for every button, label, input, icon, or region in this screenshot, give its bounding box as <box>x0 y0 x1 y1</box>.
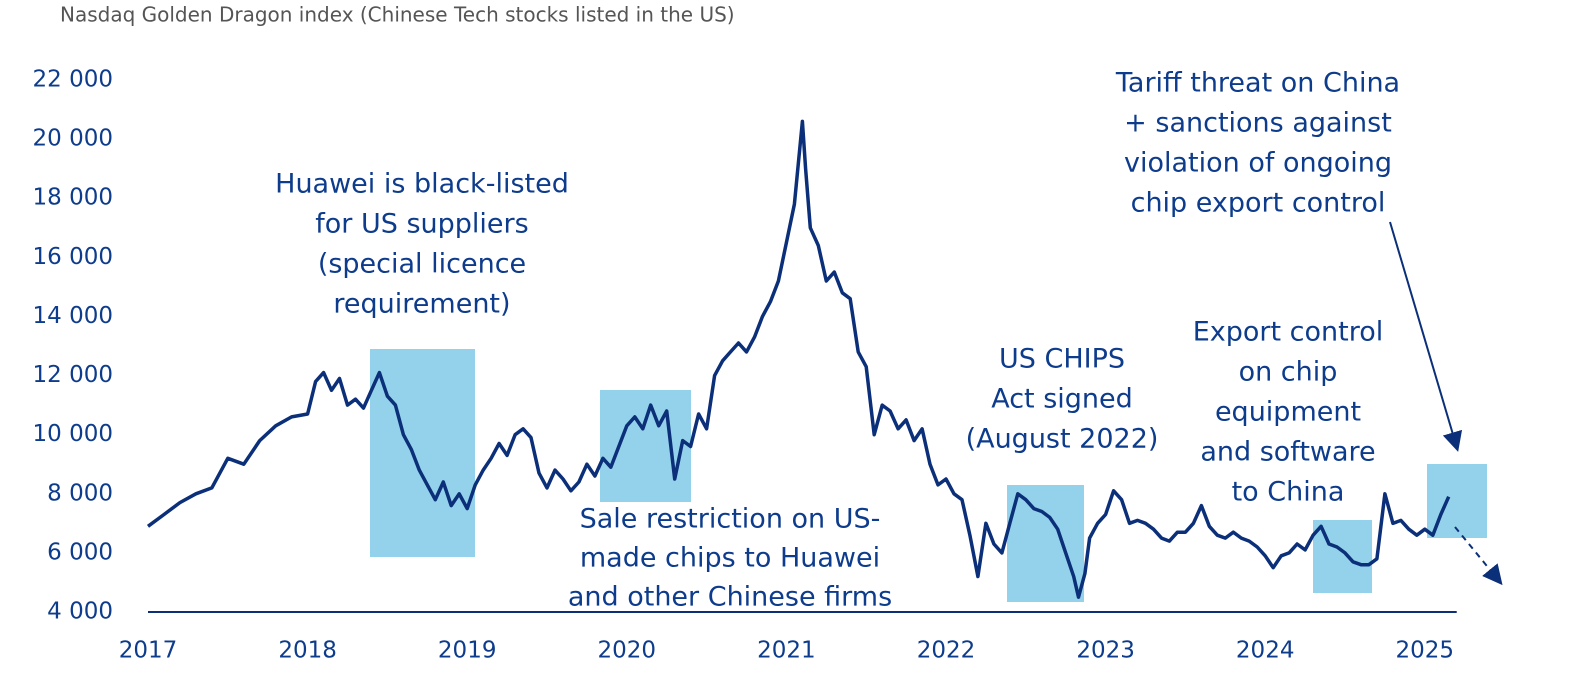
x-tick-label: 2024 <box>1236 638 1295 664</box>
annotation: for US suppliers <box>315 209 528 240</box>
annotation: chip export control <box>1131 188 1386 219</box>
y-tick-label: 12 000 <box>33 362 113 388</box>
annotation: and software <box>1200 437 1375 468</box>
x-tick-label: 2021 <box>757 638 816 664</box>
annotation: (August 2022) <box>966 424 1159 455</box>
y-tick-label: 16 000 <box>33 244 113 270</box>
x-tick-label: 2020 <box>598 638 657 664</box>
highlight-box <box>1007 485 1084 602</box>
highlight-box <box>600 390 691 502</box>
y-tick-label: 22 000 <box>33 67 113 93</box>
annotation: and other Chinese firms <box>568 582 892 613</box>
x-tick-label: 2017 <box>119 638 178 664</box>
x-tick-label: 2018 <box>278 638 337 664</box>
x-tick-label: 2022 <box>917 638 976 664</box>
highlight-box <box>370 349 475 557</box>
annotation: on chip <box>1239 357 1338 388</box>
x-tick-label: 2023 <box>1076 638 1135 664</box>
y-tick-label: 6 000 <box>47 539 113 565</box>
x-tick-label: 2019 <box>438 638 497 664</box>
annotation: US CHIPS <box>999 344 1125 375</box>
highlights <box>370 349 1487 602</box>
annotation: (special licence <box>318 249 526 280</box>
x-tick-label: 2025 <box>1396 638 1455 664</box>
y-tick-label: 10 000 <box>33 421 113 447</box>
annotation: to China <box>1232 477 1345 508</box>
annotation: violation of ongoing <box>1124 148 1392 179</box>
y-tick-label: 20 000 <box>33 126 113 152</box>
dashed-arrow <box>1454 526 1503 586</box>
chart-title: Nasdaq Golden Dragon index (Chinese Tech… <box>60 3 735 27</box>
y-tick-label: 14 000 <box>33 303 113 329</box>
annotation: requirement) <box>333 289 510 320</box>
annotation: + sanctions against <box>1124 108 1392 139</box>
y-tick-label: 4 000 <box>47 599 113 625</box>
annotation: Huawei is black-listed <box>275 169 569 200</box>
annotation: Sale restriction on US- <box>580 504 881 535</box>
annotation: equipment <box>1215 397 1361 428</box>
annotation: Export control <box>1193 317 1384 348</box>
annotation: made chips to Huawei <box>580 543 880 574</box>
y-tick-label: 8 000 <box>47 480 113 506</box>
index-line <box>146 119 1451 599</box>
annotation: Tariff threat on China <box>1115 68 1400 99</box>
arrow <box>1389 221 1463 452</box>
y-tick-label: 18 000 <box>33 185 113 211</box>
annotation: Act signed <box>991 384 1133 415</box>
